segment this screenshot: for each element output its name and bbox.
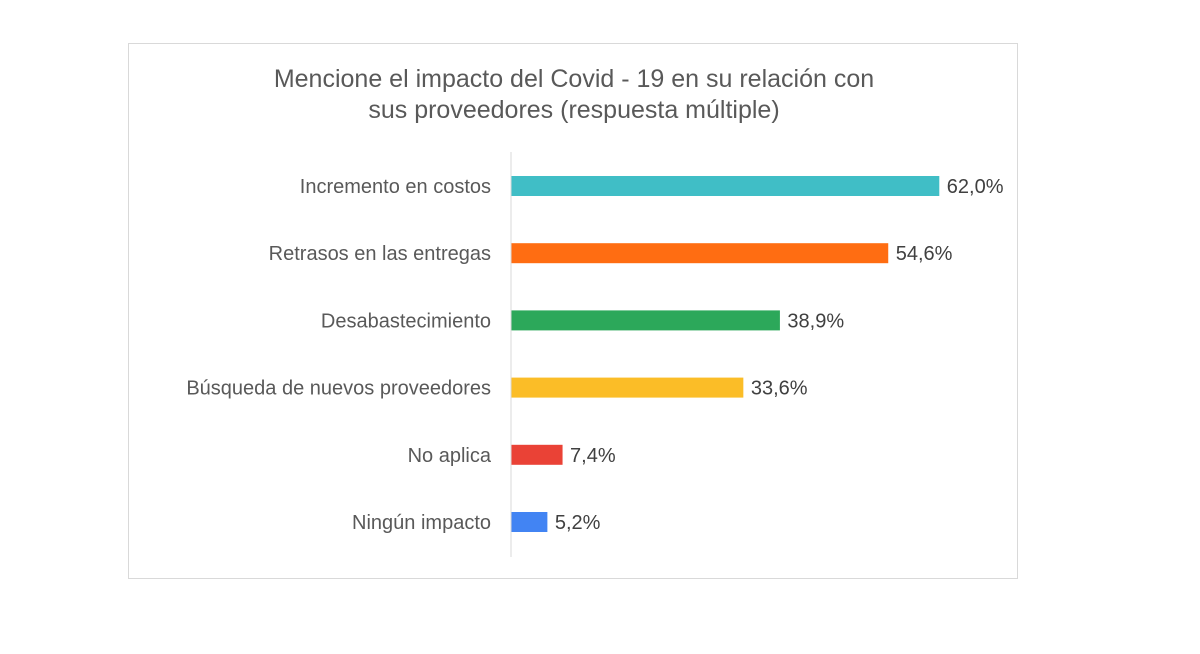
chart-title-line-1: Mencione el impacto del Covid - 19 en su…: [273, 65, 875, 93]
value-label-desabastecimiento: 38,9%: [787, 310, 844, 332]
bar-retrasos-en-las-entregas: [511, 243, 889, 264]
value-label-no-aplica: 7,4%: [570, 445, 616, 467]
category-label-desabastecimiento: Desabastecimiento: [321, 310, 491, 332]
bar-busqueda-de-nuevos-proveedores: [511, 377, 744, 398]
bar-desabastecimiento: [511, 310, 780, 331]
chart-title: Mencione el impacto del Covid - 19 en su…: [129, 64, 1019, 126]
value-label-busqueda-de-nuevos-proveedores: 33,6%: [751, 378, 808, 400]
value-label-incremento-en-costos: 62,0%: [947, 176, 1004, 198]
category-label-ningun-impacto: Ningún impacto: [352, 512, 491, 534]
bars-layer: Incremento en costos 62,0% Retrasos en las…: [186, 152, 1004, 557]
chart-frame: Mencione el impacto del Covid - 19 en su…: [128, 43, 1018, 579]
category-label-no-aplica: No aplica: [408, 445, 492, 467]
category-label-busqueda-de-nuevos-proveedores: Búsqueda de nuevos proveedores: [186, 378, 491, 400]
bar-chart-plot: Incremento en costos 62,0% Retrasos en las…: [186, 152, 1004, 557]
value-label-retrasos-en-las-entregas: 54,6%: [896, 243, 953, 265]
bar-ningun-impacto: [511, 512, 548, 532]
chart-title-line-2: sus proveedores (respuesta múltiple): [368, 96, 780, 124]
bar-no-aplica: [511, 444, 563, 465]
value-label-ningun-impacto: 5,2%: [555, 512, 601, 534]
category-label-retrasos-en-las-entregas: Retrasos en las entregas: [269, 243, 491, 265]
bar-incremento-en-costos: [511, 176, 940, 196]
category-label-incremento-en-costos: Incremento en costos: [300, 176, 491, 198]
